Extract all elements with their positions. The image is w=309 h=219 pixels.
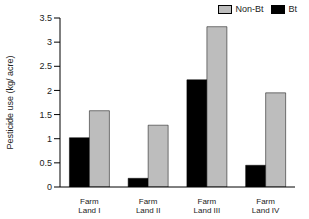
svg-text:3.5: 3.5 (39, 13, 52, 23)
html-text:Bt: Bt (288, 4, 297, 14)
svg-text:0.5: 0.5 (39, 158, 52, 168)
svg-text:FarmLand I: FarmLand I (78, 197, 100, 215)
svg-text:2.5: 2.5 (39, 61, 52, 71)
svg-text:3: 3 (47, 37, 52, 47)
svg-text:1.5: 1.5 (39, 110, 52, 120)
svg-text:FarmLand III: FarmLand III (194, 197, 221, 215)
svg-text:1: 1 (47, 134, 52, 144)
svg-text:0: 0 (47, 182, 52, 192)
svg-text:FarmLand II: FarmLand II (136, 197, 160, 215)
html-text:Non-Bt: Non-Bt (235, 4, 264, 14)
svg-text:2: 2 (47, 86, 52, 96)
svg-text:FarmLand IV: FarmLand IV (252, 197, 280, 215)
svg-text:Pesticide use (kg/ acre): Pesticide use (kg/ acre) (8, 55, 15, 149)
